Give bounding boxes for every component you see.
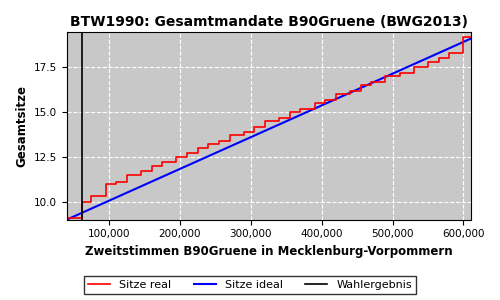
Sitze real	[468, 35, 473, 39]
Sitze real	[226, 134, 232, 137]
Title: BTW1990: Gesamtmandate B90Gruene (BWG2013): BTW1990: Gesamtmandate B90Gruene (BWG201…	[70, 15, 468, 29]
Sitze real	[159, 160, 165, 164]
Sitze real	[460, 35, 466, 39]
Sitze ideal	[258, 131, 264, 134]
Sitze ideal	[282, 120, 288, 124]
Sitze real	[287, 110, 293, 114]
Sitze real	[298, 110, 304, 114]
Line: Sitze ideal: Sitze ideal	[66, 39, 470, 220]
X-axis label: Zweitstimmen B90Gruene in Mecklenburg-Vorpommern: Zweitstimmen B90Gruene in Mecklenburg-Vo…	[84, 245, 452, 258]
Sitze real	[159, 164, 165, 168]
Sitze ideal	[394, 70, 400, 73]
Sitze real	[64, 216, 70, 220]
Sitze real	[425, 60, 431, 64]
Sitze ideal	[256, 132, 262, 136]
Y-axis label: Gesamtsitze: Gesamtsitze	[15, 85, 28, 166]
Legend: Sitze real, Sitze ideal, Wahlergebnis: Sitze real, Sitze ideal, Wahlergebnis	[84, 276, 416, 294]
Line: Sitze real: Sitze real	[66, 37, 470, 218]
Sitze ideal	[304, 110, 310, 114]
Sitze ideal	[458, 41, 464, 45]
Sitze ideal	[64, 218, 70, 221]
Sitze ideal	[468, 37, 473, 40]
